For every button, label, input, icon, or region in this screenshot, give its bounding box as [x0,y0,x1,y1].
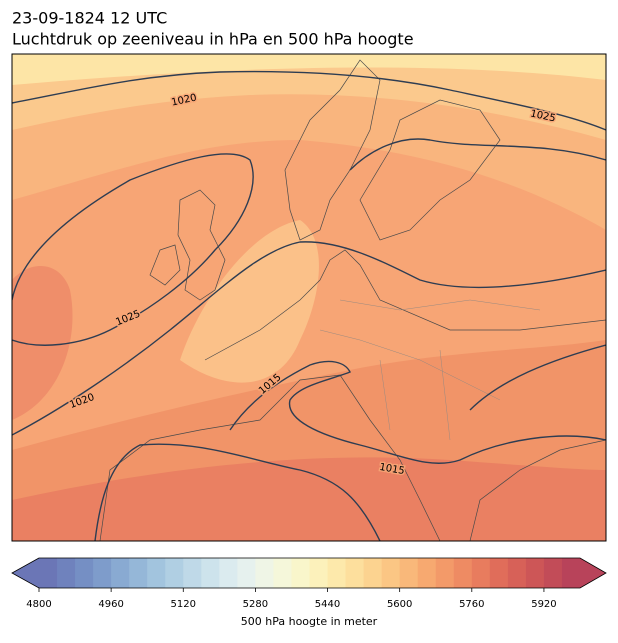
colorbar-bin [129,558,148,588]
colorbar-bin [363,558,383,588]
coastline [284,59,381,241]
colorbar-bin [489,558,509,588]
colorbar-bin [165,558,184,588]
coastline [204,249,606,361]
colorbar-bin [39,558,58,588]
colorbar-tick-label: 4800 [26,599,51,610]
colorbar-bin [309,558,329,588]
isobar [12,241,606,436]
colorbar-bin [273,558,292,588]
coastline [469,439,606,541]
colorbar-tick-label: 5440 [315,599,340,610]
isobar [469,344,606,411]
height-band [12,54,606,85]
colorbar-bin [327,558,347,588]
map-title: Luchtdruk op zeeniveau in hPa en 500 hPa… [12,30,414,49]
colorbar-label: 500 hPa hoogte in meter [241,615,378,628]
colorbar-bin [471,558,491,588]
colorbar-bin [507,558,527,588]
height-band [12,266,73,420]
colorbar-tick-label: 5600 [387,599,412,610]
colorbar-bin [561,558,581,588]
colorbar-tick-label: 5760 [459,599,484,610]
colorbar-bin [291,558,310,588]
colorbar-tick-label: 5120 [171,599,196,610]
height-band [180,220,319,383]
colorbar-bin [147,558,166,588]
colorbar-tick-label: 5280 [243,599,268,610]
coastline [149,244,181,286]
colorbar-tick-label: 4960 [98,599,123,610]
colorbar-bin [93,558,112,588]
colorbar-bin [57,558,76,588]
colorbar-bin [453,558,473,588]
isobar [229,360,606,464]
colorbar: 4800 4960 5120 5280 5440 5600 5760 5920 500 hPa … [11,557,607,628]
coastline [359,99,501,241]
colorbar-bin [399,558,419,588]
colorbar-tick-label: 5920 [531,599,556,610]
colorbar-bin [543,558,563,588]
map-frame [11,53,607,542]
border [319,299,541,441]
colorbar-bin [417,558,437,588]
colorbar-frame [11,557,607,589]
coastline [177,189,226,301]
isobar [12,153,254,346]
height-band [12,457,606,541]
colorbar-bin [183,558,202,588]
isobar [12,70,606,131]
colorbar-bin [75,558,94,588]
colorbar-bin [237,558,256,588]
colorbar-bin [525,558,545,588]
colorbar-bin [111,558,130,588]
colorbar-over [580,558,606,588]
colorbar-bin [435,558,455,588]
date-title: 23-09-1824 12 UTC [12,9,167,28]
isobar [94,443,381,541]
isobar [349,138,606,171]
colorbar-bin [201,558,220,588]
height-band [12,54,606,140]
colorbar-bin [345,558,365,588]
colorbar-bin [255,558,274,588]
colorbar-bin [381,558,401,588]
colorbar-bin [219,558,238,588]
colorbar-under [12,558,39,588]
